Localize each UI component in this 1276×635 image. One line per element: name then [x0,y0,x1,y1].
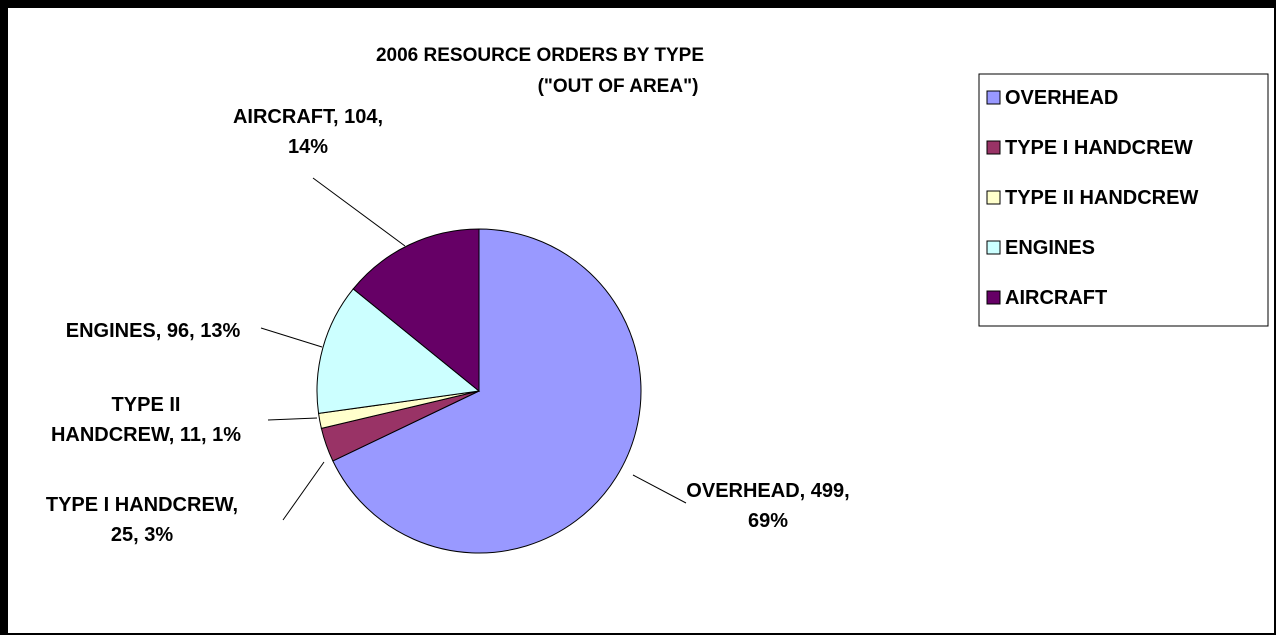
legend-swatch-type-i-handcrew [986,140,1001,155]
chart-title: 2006 RESOURCE ORDERS BY TYPE [376,45,704,66]
leader-lines [260,177,687,521]
data-label-aircraft: AIRCRAFT, 104, 14% [233,106,383,158]
legend-label-overhead: OVERHEAD [1005,87,1118,109]
pie-slices [316,228,642,554]
data-label-overhead: OVERHEAD, 499, 69% [686,480,849,532]
chart-subtitle: ("OUT OF AREA") [538,76,699,97]
legend-swatch-engines [986,240,1001,255]
leader-line-aircraft [312,177,406,247]
leader-line-type-ii-handcrew [267,417,318,421]
slice-overhead [332,228,642,554]
slice-engines [316,288,481,414]
leader-line-type-i-handcrew [282,461,325,521]
slice-aircraft [352,228,480,393]
legend-swatch-overhead [986,90,1001,105]
legend-label-aircraft: AIRCRAFT [1005,287,1107,309]
legend-box [978,73,1269,327]
data-label-type-i-handcrew: TYPE I HANDCREW, 25, 3% [46,494,238,546]
data-label-type-ii-handcrew: TYPE II HANDCREW, 11, 1% [51,394,241,446]
legend-label-type-i-handcrew: TYPE I HANDCREW [1005,137,1193,159]
legend-label-type-ii-handcrew: TYPE II HANDCREW [1005,187,1198,209]
leader-line-overhead [632,474,687,504]
leader-line-engines [260,327,323,348]
legend-swatch-type-ii-handcrew [986,190,1001,205]
legend-label-engines: ENGINES [1005,237,1095,259]
data-label-engines: ENGINES, 96, 13% [66,320,241,342]
data-labels: OVERHEAD, 499, 69% TYPE I HANDCREW, 25, 3% T… [46,106,850,546]
legend-swatch-aircraft [986,290,1001,305]
legend: OVERHEAD TYPE I HANDCREW TYPE II HANDCREW E… [978,73,1269,327]
